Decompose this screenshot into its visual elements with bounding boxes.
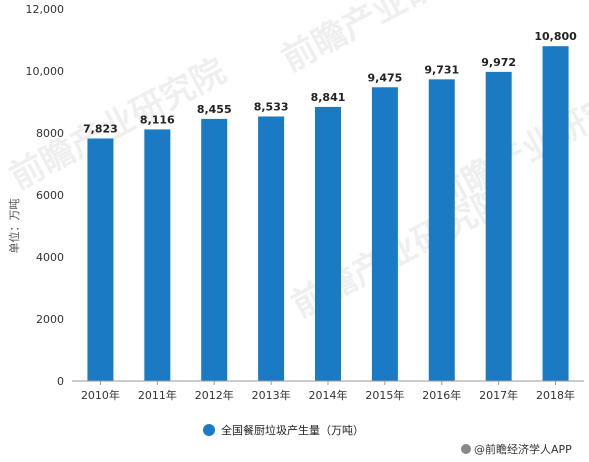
bar [258,116,285,382]
bars: 7,823 8,116 8,455 8,533 8,841 9,475 9,731 9,972… [83,30,577,382]
x-tick-label: 2016年 [422,388,461,402]
data-label: 10,800 [534,30,577,43]
data-label: 8,533 [254,100,289,113]
bar [428,79,455,382]
y-axis-label: 单位：万吨 [7,199,21,254]
y-tick-label: 12,000 [26,3,65,16]
legend-marker [203,424,215,436]
y-axis: 0 2000 4000 6000 8000 10,000 12,000 [26,3,65,388]
x-tick-label: 2012年 [195,388,234,402]
x-tick-label: 2014年 [309,388,348,402]
bar [485,71,512,382]
data-label: 7,823 [83,122,118,135]
y-tick-label: 0 [57,375,64,388]
bar [144,129,171,381]
bar [315,106,341,381]
x-tick-label: 2010年 [81,388,120,402]
y-tick-label: 8000 [36,127,64,140]
data-label: 8,841 [311,91,346,104]
credit: @前瞻经济学人APP [461,442,572,456]
y-tick-label: 4000 [36,251,64,264]
x-tick-label: 2015年 [365,388,404,402]
bar [542,46,569,381]
weibo-icon [461,444,471,454]
data-label: 8,455 [197,103,232,116]
bar [87,138,114,381]
legend-label: 全国餐厨垃圾产生量（万吨） [221,423,364,437]
credit-text: @前瞻经济学人APP [474,442,572,456]
bar [371,87,398,382]
y-tick-label: 2000 [36,313,64,326]
x-tick-label: 2018年 [536,388,575,402]
data-label: 8,116 [140,113,175,126]
x-axis: 2010年 2011年 2012年 2013年 2014年 2015年 2016年 2017年… [72,380,584,402]
legend: 全国餐厨垃圾产生量（万吨） [203,423,364,437]
data-label: 9,731 [424,63,459,76]
x-tick-label: 2017年 [479,388,518,402]
x-tick-label: 2011年 [138,388,177,402]
data-label: 9,972 [481,56,516,69]
x-tick-label: 2013年 [252,388,291,402]
y-tick-label: 6000 [36,189,64,202]
watermark-text: 前瞻产业研究院 [275,0,504,80]
y-tick-label: 10,000 [26,65,65,78]
data-label: 9,475 [367,71,402,84]
bar [201,118,228,382]
